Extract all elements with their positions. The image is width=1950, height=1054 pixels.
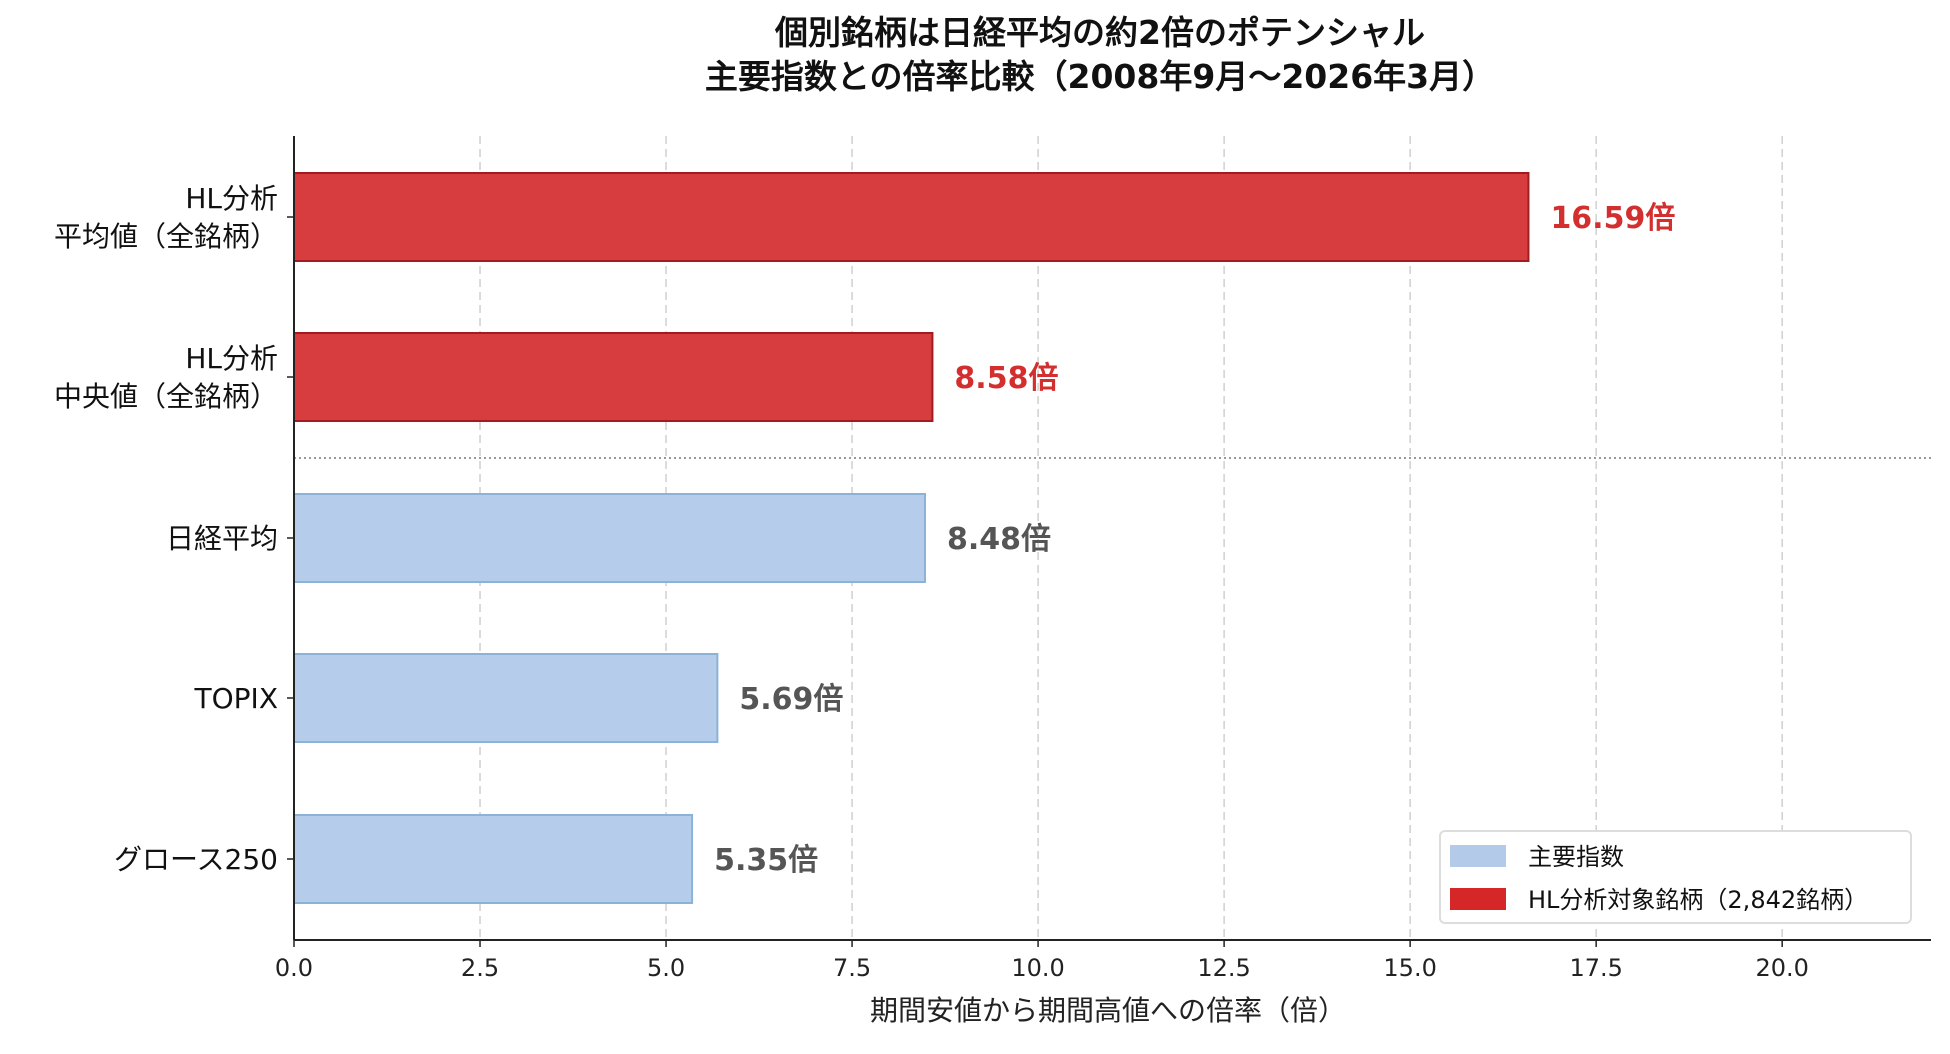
legend-swatch-hl bbox=[1450, 888, 1506, 910]
x-tick-label: 7.5 bbox=[833, 954, 871, 982]
x-tick-label: 17.5 bbox=[1569, 954, 1622, 982]
y-tick-label: TOPIX bbox=[194, 682, 278, 715]
y-tick-label: HL分析 bbox=[185, 342, 278, 375]
bars: 16.59倍 8.58倍 8.48倍 5.69倍 5.35倍 bbox=[293, 172, 1675, 904]
x-tick-label: 2.5 bbox=[461, 954, 499, 982]
x-tick-label: 12.5 bbox=[1197, 954, 1250, 982]
y-tick-label: HL分析 bbox=[185, 182, 278, 215]
bar bbox=[293, 172, 1530, 262]
x-tick-label: 15.0 bbox=[1383, 954, 1436, 982]
bar bbox=[293, 653, 719, 743]
legend: 主要指数 HL分析対象銘柄（2,842銘柄） bbox=[1439, 830, 1912, 924]
bar bbox=[293, 493, 926, 583]
x-tick-label: 0.0 bbox=[275, 954, 313, 982]
chart-title: 個別銘柄は日経平均の約2倍のポテンシャル bbox=[774, 13, 1425, 52]
x-tick-label: 5.0 bbox=[647, 954, 685, 982]
y-tick-label: 平均値（全銘柄） bbox=[54, 220, 278, 253]
y-tick-label: グロース250 bbox=[114, 843, 278, 876]
chart-subtitle: 主要指数との倍率比較（2008年9月〜2026年3月） bbox=[705, 57, 1495, 96]
legend-frame bbox=[1439, 830, 1912, 924]
y-tick-label: 日経平均 bbox=[166, 522, 278, 555]
y-tick-label: 中央値（全銘柄） bbox=[54, 380, 278, 413]
bar-value-label: 8.48倍 bbox=[947, 522, 1051, 557]
bar bbox=[293, 814, 694, 904]
x-tick-label: 10.0 bbox=[1011, 954, 1064, 982]
bar-value-label: 8.58倍 bbox=[954, 361, 1058, 396]
legend-swatch-index bbox=[1450, 845, 1506, 867]
legend-label-hl: HL分析対象銘柄（2,842銘柄） bbox=[1528, 886, 1868, 914]
bar bbox=[293, 332, 934, 422]
axes: 0.0 2.5 5.0 7.5 10.0 12.5 15.0 17.5 20.0HL分析平均値（… bbox=[54, 136, 1931, 982]
grid-lines bbox=[294, 136, 1931, 940]
x-tick-label: 20.0 bbox=[1755, 954, 1808, 982]
bar-value-label: 5.69倍 bbox=[739, 682, 843, 717]
bar-value-label: 16.59倍 bbox=[1550, 201, 1675, 236]
legend-label-index: 主要指数 bbox=[1528, 843, 1624, 871]
bar-value-label: 5.35倍 bbox=[714, 843, 818, 878]
x-axis-label: 期間安値から期間高値への倍率（倍） bbox=[870, 994, 1346, 1027]
